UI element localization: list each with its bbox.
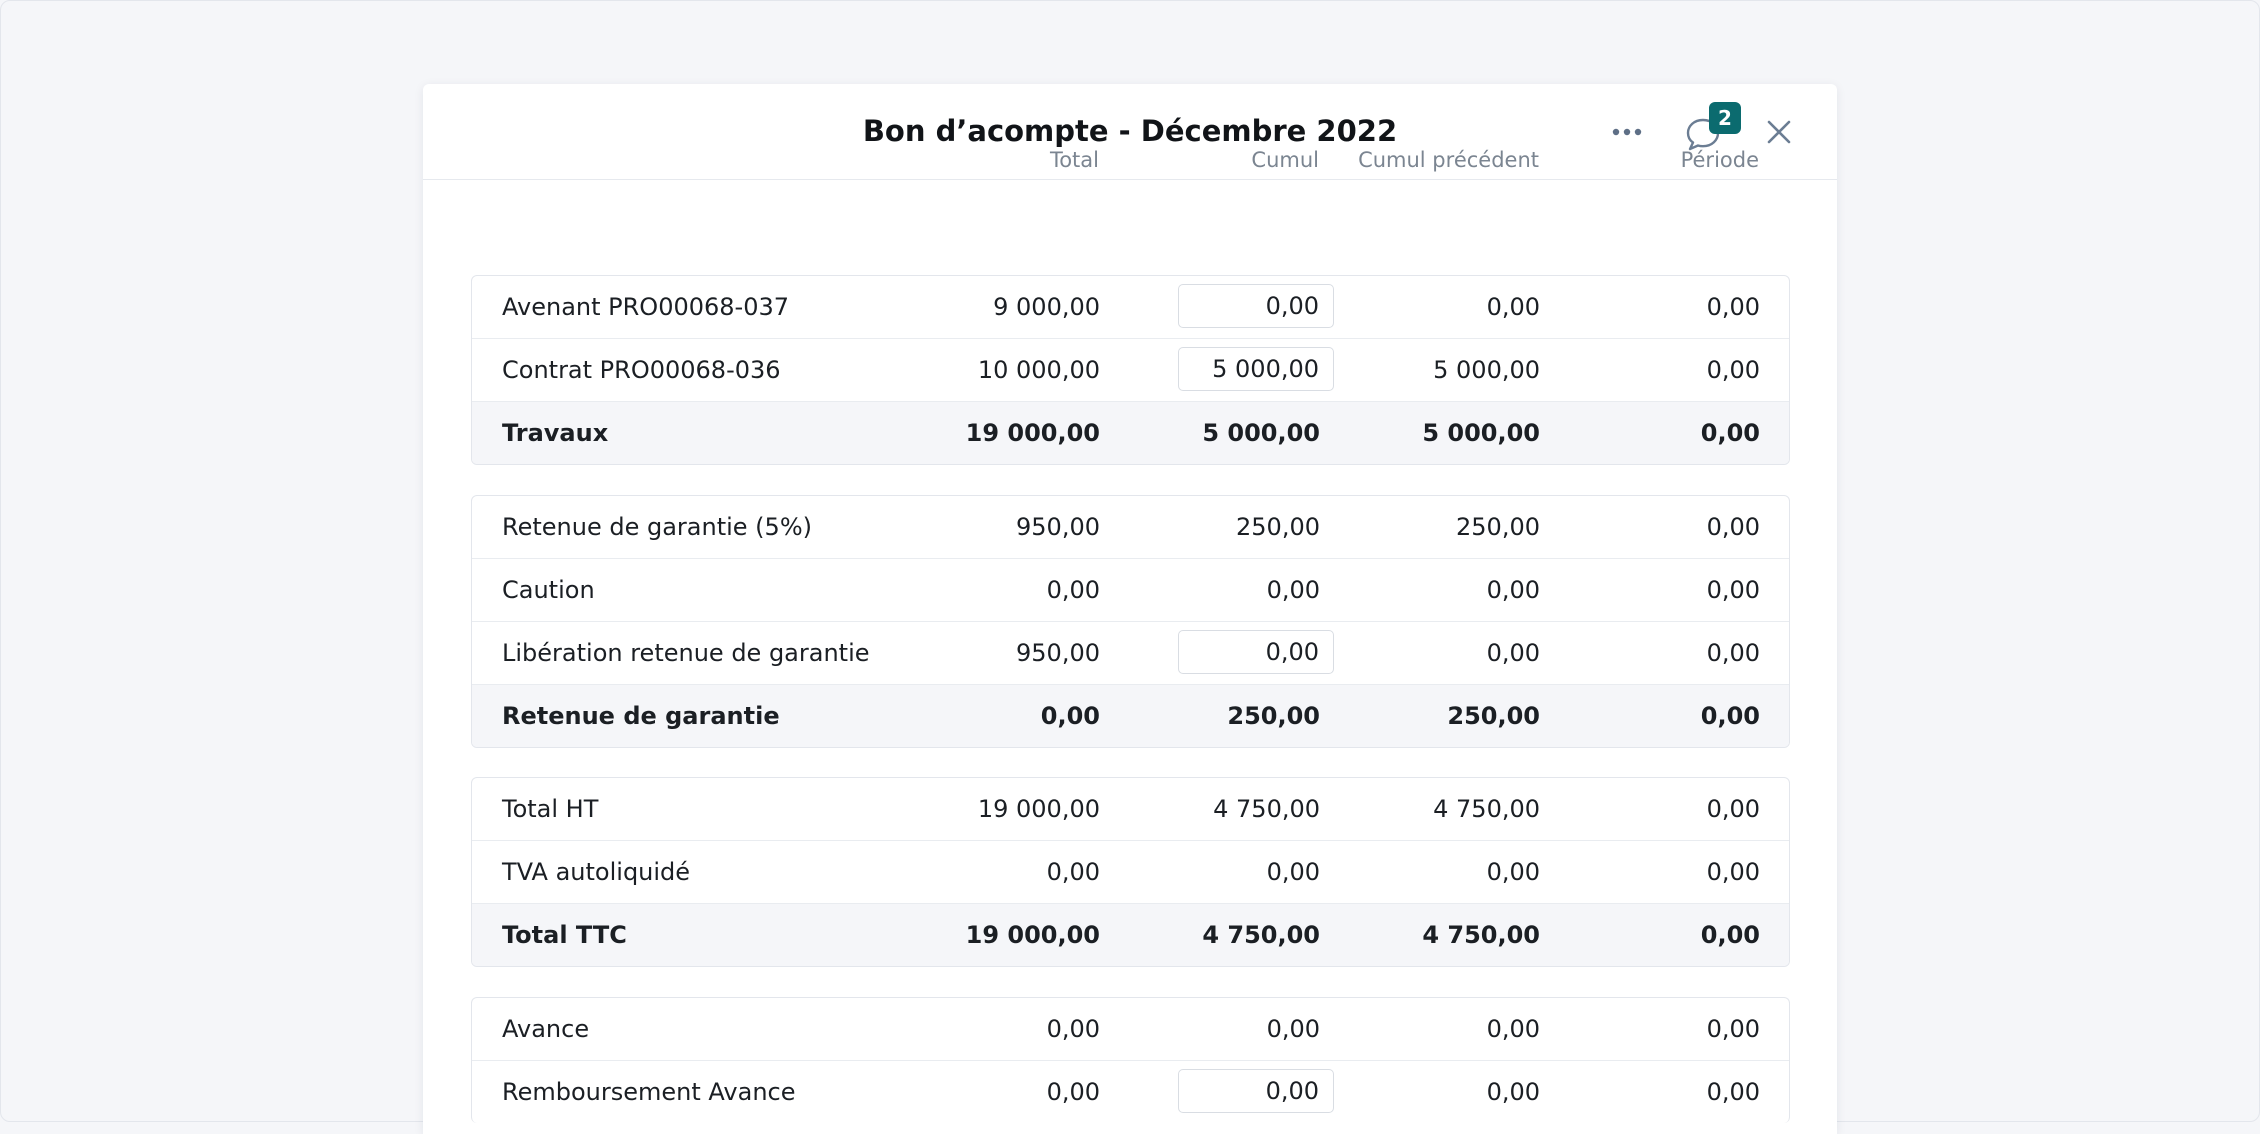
total-value: 10 000,00 xyxy=(977,356,1100,384)
more-horizontal-icon xyxy=(1612,128,1642,136)
row-label: Caution xyxy=(502,576,595,604)
summary-table-group: Total HT 19 000,00 4 750,00 4 750,00 0,00 TVA… xyxy=(471,777,1790,967)
row-label: Travaux xyxy=(502,419,609,447)
cumul-precedent-value: 0,00 xyxy=(1486,639,1540,667)
total-value: 9 000,00 xyxy=(993,293,1100,321)
row-label: Avenant PRO00068-037 xyxy=(502,293,790,321)
periode-value: 0,00 xyxy=(1700,921,1760,949)
periode-value: 0,00 xyxy=(1706,1078,1760,1106)
cumul-value: 5 000,00 xyxy=(1202,419,1320,447)
cumul-precedent-value: 4 750,00 xyxy=(1433,795,1540,823)
cumul-value: 0,00 xyxy=(1266,1015,1320,1043)
comment-count-badge: 2 xyxy=(1709,102,1741,134)
periode-value: 0,00 xyxy=(1706,858,1760,886)
row-label: Retenue de garantie (5%) xyxy=(502,513,812,541)
cumul-precedent-value: 0,00 xyxy=(1486,1015,1540,1043)
column-header-periode: Période xyxy=(1680,148,1759,172)
cumul-precedent-value: 250,00 xyxy=(1447,702,1540,730)
periode-value: 0,00 xyxy=(1706,795,1760,823)
row-label: Libération retenue de garantie xyxy=(502,639,870,667)
row-label: Avance xyxy=(502,1015,590,1043)
close-icon xyxy=(1767,120,1791,144)
cumul-value: 250,00 xyxy=(1236,513,1320,541)
periode-value: 0,00 xyxy=(1706,513,1760,541)
column-header-cumul: Cumul xyxy=(1251,148,1319,172)
summary-table-group: Avance 0,00 0,00 0,00 0,00 Remboursement Avan… xyxy=(471,997,1790,1123)
table-row: Retenue de garantie (5%) 950,00 250,00 250,… xyxy=(472,496,1789,558)
cumul-input[interactable]: 0,00 xyxy=(1178,1069,1334,1113)
periode-value: 0,00 xyxy=(1706,356,1760,384)
periode-value: 0,00 xyxy=(1706,1015,1760,1043)
subtotal-row: Total TTC 19 000,00 4 750,00 4 750,00 0,00 xyxy=(472,903,1789,966)
cumul-precedent-value: 0,00 xyxy=(1486,293,1540,321)
cumul-precedent-value: 4 750,00 xyxy=(1422,921,1540,949)
total-value: 0,00 xyxy=(1040,702,1100,730)
row-label: Contrat PRO00068-036 xyxy=(502,356,781,384)
cumul-precedent-value: 0,00 xyxy=(1486,1078,1540,1106)
cumul-input[interactable]: 0,00 xyxy=(1178,284,1334,328)
modal-header: Bon d’acompte - Décembre 2022 2 xyxy=(423,84,1837,180)
total-value: 0,00 xyxy=(1046,858,1100,886)
cumul-precedent-value: 5 000,00 xyxy=(1433,356,1540,384)
table-row: Avance 0,00 0,00 0,00 0,00 xyxy=(472,998,1789,1060)
table-row: Total HT 19 000,00 4 750,00 4 750,00 0,00 xyxy=(472,778,1789,840)
column-header-cumul-precedent: Cumul précédent xyxy=(1358,148,1539,172)
cumul-value: 4 750,00 xyxy=(1202,921,1320,949)
table-row: Caution 0,00 0,00 0,00 0,00 xyxy=(472,558,1789,621)
modal-title: Bon d’acompte - Décembre 2022 xyxy=(862,114,1398,148)
close-button[interactable] xyxy=(1759,112,1799,152)
cumul-precedent-value: 0,00 xyxy=(1486,858,1540,886)
cumul-value: 250,00 xyxy=(1227,702,1320,730)
cumul-value: 0,00 xyxy=(1266,576,1320,604)
summary-table-group: Retenue de garantie (5%) 950,00 250,00 250,… xyxy=(471,495,1790,748)
cumul-input[interactable]: 5 000,00 xyxy=(1178,347,1334,391)
total-value: 0,00 xyxy=(1046,1015,1100,1043)
cumul-precedent-value: 5 000,00 xyxy=(1422,419,1540,447)
row-label: Remboursement Avance xyxy=(502,1078,796,1106)
periode-value: 0,00 xyxy=(1700,419,1760,447)
subtotal-row: Retenue de garantie 0,00 250,00 250,00 0,00 xyxy=(472,684,1789,747)
table-row: Remboursement Avance 0,00 0,00 0,00 0,00 xyxy=(472,1060,1789,1123)
total-value: 19 000,00 xyxy=(965,921,1100,949)
row-label: Total HT xyxy=(502,795,599,823)
total-value: 0,00 xyxy=(1046,576,1100,604)
periode-value: 0,00 xyxy=(1700,702,1760,730)
row-label: Retenue de garantie xyxy=(502,702,780,730)
total-value: 950,00 xyxy=(1016,639,1100,667)
cumul-precedent-value: 250,00 xyxy=(1456,513,1540,541)
more-options-button[interactable] xyxy=(1607,112,1647,152)
row-label: Total TTC xyxy=(502,921,627,949)
summary-table-group: Avenant PRO00068-037 9 000,00 0,00 0,00 0,00… xyxy=(471,275,1790,465)
column-header-total: Total xyxy=(1049,148,1099,172)
table-row: Avenant PRO00068-037 9 000,00 0,00 0,00 0,00 xyxy=(472,276,1789,338)
periode-value: 0,00 xyxy=(1706,576,1760,604)
table-row: Contrat PRO00068-036 10 000,00 5 000,00 5 0… xyxy=(472,338,1789,401)
cumul-input[interactable]: 0,00 xyxy=(1178,630,1334,674)
total-value: 19 000,00 xyxy=(965,419,1100,447)
periode-value: 0,00 xyxy=(1706,293,1760,321)
total-value: 0,00 xyxy=(1046,1078,1100,1106)
periode-value: 0,00 xyxy=(1706,639,1760,667)
row-label: TVA autoliquidé xyxy=(502,858,691,886)
table-row: TVA autoliquidé 0,00 0,00 0,00 0,00 xyxy=(472,840,1789,903)
cumul-value: 4 750,00 xyxy=(1213,795,1320,823)
cumul-precedent-value: 0,00 xyxy=(1486,576,1540,604)
total-value: 19 000,00 xyxy=(977,795,1100,823)
total-value: 950,00 xyxy=(1016,513,1100,541)
subtotal-row: Travaux 19 000,00 5 000,00 5 000,00 0,00 xyxy=(472,401,1789,464)
cumul-value: 0,00 xyxy=(1266,858,1320,886)
table-row: Libération retenue de garantie 950,00 0,00… xyxy=(472,621,1789,684)
